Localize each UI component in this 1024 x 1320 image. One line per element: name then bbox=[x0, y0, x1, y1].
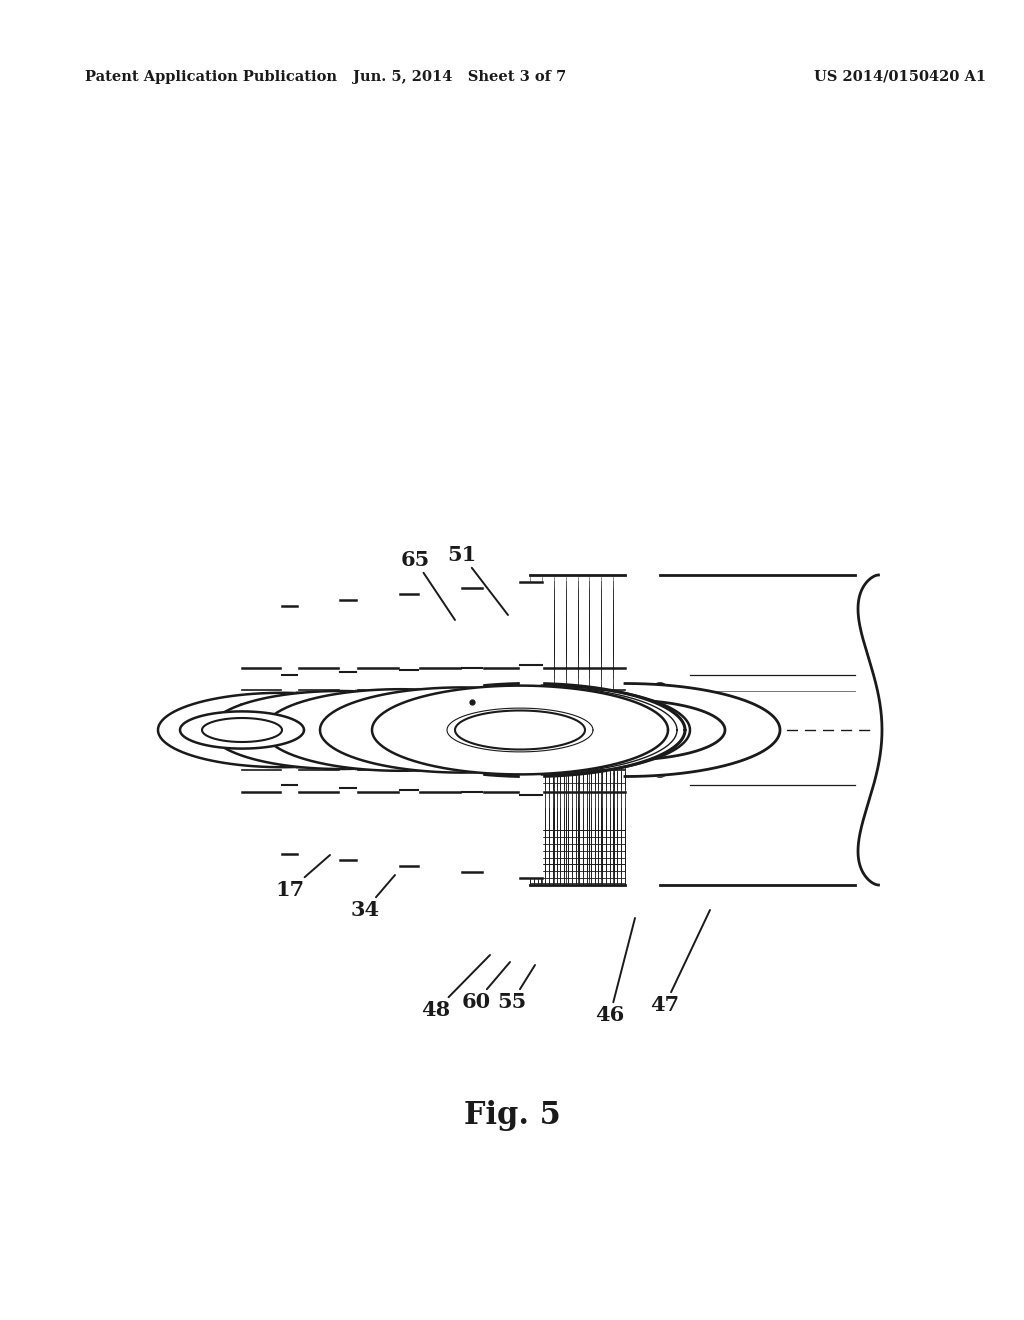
Text: 47: 47 bbox=[650, 909, 710, 1015]
Polygon shape bbox=[400, 594, 418, 866]
Polygon shape bbox=[462, 587, 482, 873]
Ellipse shape bbox=[180, 711, 304, 748]
Ellipse shape bbox=[642, 684, 678, 776]
Ellipse shape bbox=[158, 693, 406, 767]
Text: Fig. 5: Fig. 5 bbox=[464, 1100, 560, 1131]
Ellipse shape bbox=[372, 685, 668, 775]
Text: 48: 48 bbox=[422, 954, 490, 1020]
Ellipse shape bbox=[375, 684, 685, 776]
Text: Jun. 5, 2014   Sheet 3 of 7: Jun. 5, 2014 Sheet 3 of 7 bbox=[353, 70, 566, 83]
Ellipse shape bbox=[227, 714, 337, 747]
Ellipse shape bbox=[430, 700, 630, 760]
Ellipse shape bbox=[202, 718, 282, 742]
Ellipse shape bbox=[400, 711, 524, 748]
Polygon shape bbox=[530, 576, 625, 884]
Text: 60: 60 bbox=[462, 962, 510, 1012]
Ellipse shape bbox=[282, 713, 398, 747]
Ellipse shape bbox=[319, 688, 604, 772]
Text: 46: 46 bbox=[595, 917, 635, 1026]
Text: Patent Application Publication: Patent Application Publication bbox=[85, 70, 337, 83]
Polygon shape bbox=[282, 606, 297, 854]
Text: 55: 55 bbox=[498, 965, 535, 1012]
Text: US 2014/0150420 A1: US 2014/0150420 A1 bbox=[814, 70, 986, 83]
Polygon shape bbox=[520, 582, 542, 878]
Polygon shape bbox=[340, 601, 356, 861]
Text: 65: 65 bbox=[400, 550, 455, 620]
Polygon shape bbox=[660, 576, 860, 884]
Ellipse shape bbox=[340, 711, 460, 748]
Text: 17: 17 bbox=[275, 855, 330, 900]
Ellipse shape bbox=[455, 710, 585, 750]
Text: 51: 51 bbox=[447, 545, 508, 615]
Text: 34: 34 bbox=[350, 875, 395, 920]
Ellipse shape bbox=[264, 689, 536, 771]
Ellipse shape bbox=[210, 690, 470, 770]
